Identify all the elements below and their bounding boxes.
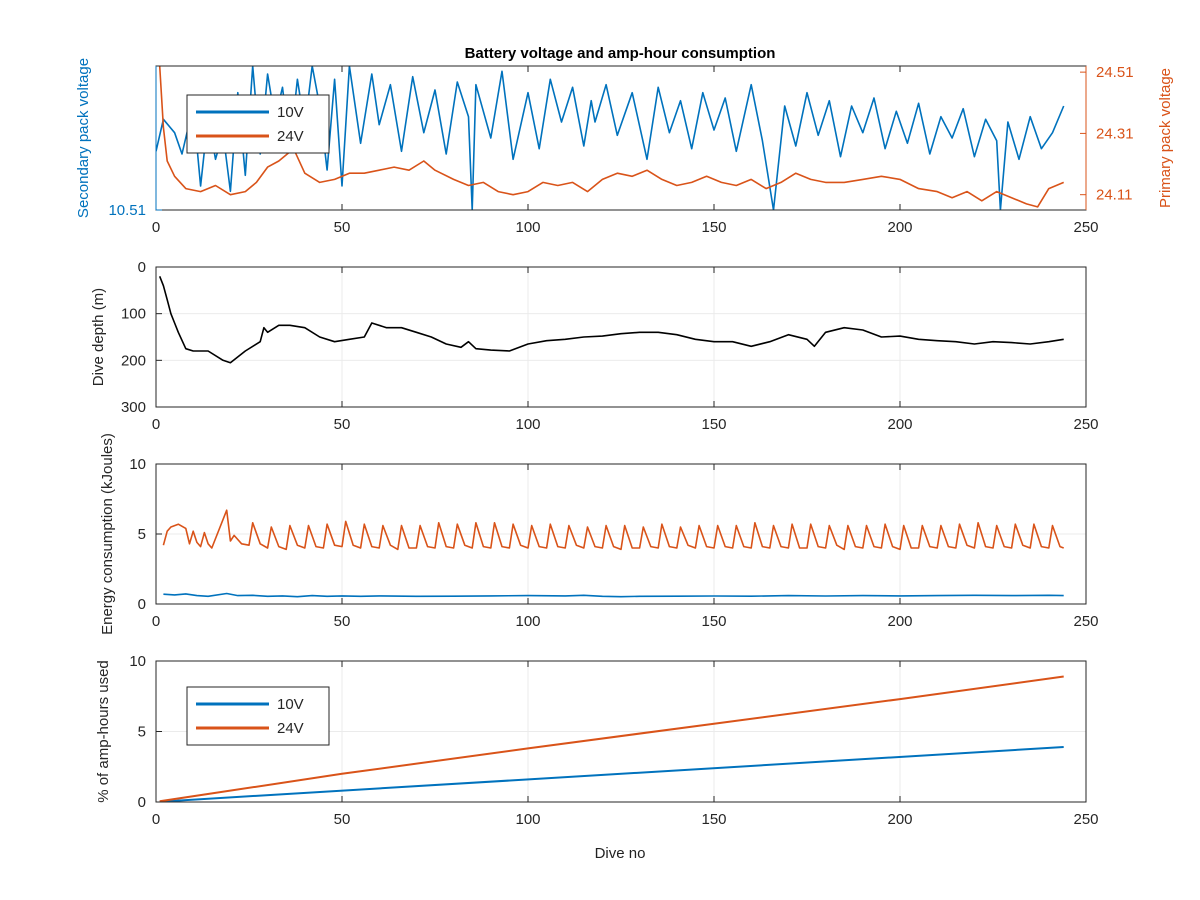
- y-tick-label: 200: [121, 352, 146, 369]
- y-tick-label: 100: [121, 306, 146, 323]
- y-tick-label: 10: [129, 653, 146, 670]
- figure-title: Battery voltage and amp-hour consumption: [465, 45, 776, 62]
- x-tick-label: 200: [887, 416, 912, 433]
- series-group: [159, 675, 1064, 802]
- y-axis-label: Secondary pack voltage: [75, 58, 92, 218]
- x-tick-label: 250: [1073, 416, 1098, 433]
- series-line-depth: [158, 276, 1064, 364]
- legend-label-10v: 10V: [277, 104, 304, 121]
- x-tick-label: 150: [701, 219, 726, 236]
- x-tick-label: 200: [887, 613, 912, 630]
- legend-box: [186, 94, 330, 154]
- y-axis-label: Dive depth (m): [90, 288, 107, 386]
- x-tick-label: 250: [1073, 613, 1098, 630]
- y-axis-label: Energy consumption (kJoules): [99, 433, 116, 635]
- x-tick-label: 200: [887, 219, 912, 236]
- subplot-amp-hours: 0 50 100 150 200 250 0 5 10 % of amp-hours used 10…: [95, 653, 1099, 828]
- legend-box: [186, 686, 330, 746]
- series-line-24v: [162, 509, 1064, 551]
- x-tick-label: 100: [515, 416, 540, 433]
- y-tick-label: 10.51: [108, 202, 146, 219]
- x-tick-label: 50: [334, 416, 351, 433]
- y-tick-label: 5: [138, 526, 146, 543]
- x-tick-label: 0: [152, 219, 160, 236]
- series-line-10v: [163, 592, 1064, 598]
- plot-area: [156, 267, 1086, 407]
- x-tick-label: 150: [701, 416, 726, 433]
- subplot-energy: 0 50 100 150 200 250 0 5 10 Energy consumption (k…: [99, 433, 1099, 635]
- y2-tick-label: 24.31: [1096, 125, 1134, 142]
- series-line-10v: [159, 746, 1064, 802]
- subplot-voltage: 0 50 100 150 200 250 10.51 Secondary pack volta…: [75, 58, 1174, 236]
- series-line-24v: [158, 66, 1065, 208]
- legend-label-24v: 24V: [277, 720, 304, 737]
- x-tick-label: 250: [1073, 219, 1098, 236]
- legend-label-10v: 10V: [277, 696, 304, 713]
- y2-axis-label: Primary pack voltage: [1157, 68, 1174, 208]
- x-axis-label: Dive no: [595, 845, 646, 862]
- axes-frame: [155, 266, 1087, 408]
- x-tick-label: 100: [515, 219, 540, 236]
- x-tick-label: 150: [701, 613, 726, 630]
- x-tick-label: 100: [515, 613, 540, 630]
- x-tick-label: 200: [887, 811, 912, 828]
- y-tick-label: 0: [138, 259, 146, 276]
- x-tick-label: 50: [334, 613, 351, 630]
- series-group: [158, 276, 1064, 364]
- x-tick-label: 0: [152, 811, 160, 828]
- x-tick-label: 100: [515, 811, 540, 828]
- y-tick-label: 10: [129, 456, 146, 473]
- y-tick-label: 5: [138, 724, 146, 741]
- series-line-24v: [159, 675, 1064, 802]
- legend-label-24v: 24V: [277, 128, 304, 145]
- x-tick-label: 50: [334, 811, 351, 828]
- x-tick-label: 0: [152, 416, 160, 433]
- x-tick-label: 150: [701, 811, 726, 828]
- y-tick-label: 300: [121, 399, 146, 416]
- series-group: [162, 509, 1064, 598]
- subplot-depth: 0 50 100 150 200 250 0 100 200 300 Dive depth (m): [90, 259, 1099, 433]
- x-tick-label: 0: [152, 613, 160, 630]
- x-tick-label: 250: [1073, 811, 1098, 828]
- y-tick-label: 0: [138, 794, 146, 811]
- y-axis-label: % of amp-hours used: [95, 660, 112, 803]
- y2-tick-label: 24.51: [1096, 64, 1134, 81]
- x-tick-label: 50: [334, 219, 351, 236]
- y2-tick-label: 24.11: [1096, 187, 1132, 204]
- y-tick-label: 0: [138, 596, 146, 613]
